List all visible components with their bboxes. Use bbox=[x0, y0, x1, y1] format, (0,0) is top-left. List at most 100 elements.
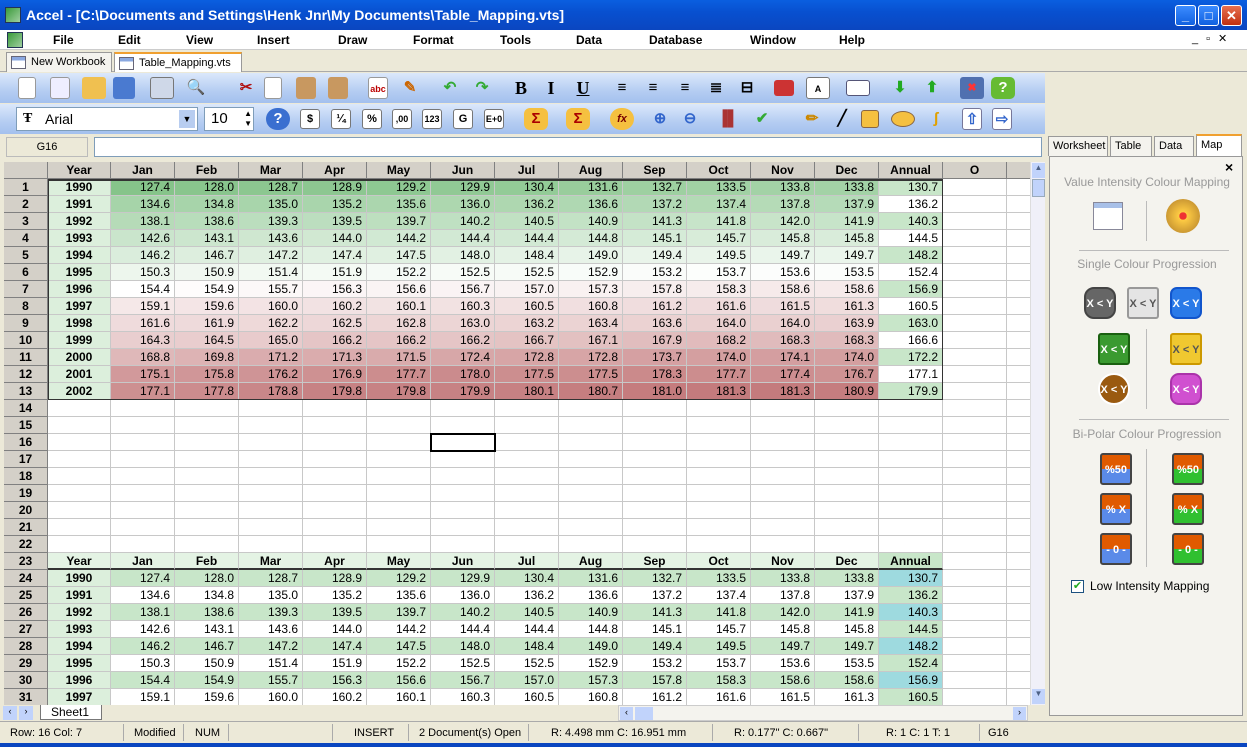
bipolar-blue-zero-button[interactable]: - 0 - bbox=[1100, 533, 1132, 565]
row-header[interactable]: 10 bbox=[4, 332, 48, 349]
value-cell[interactable]: 142.0 bbox=[751, 604, 815, 621]
copy-icon[interactable] bbox=[264, 77, 282, 99]
brown-button[interactable]: X < Y bbox=[1098, 373, 1130, 405]
value-cell[interactable]: 167.1 bbox=[559, 332, 623, 349]
year-cell[interactable]: 1997 bbox=[48, 298, 111, 315]
value-cell[interactable]: 156.6 bbox=[367, 672, 431, 689]
grid-cell[interactable] bbox=[943, 672, 1007, 689]
grid-cell[interactable] bbox=[303, 485, 367, 502]
value-cell[interactable]: 129.2 bbox=[367, 179, 431, 196]
grid-cell[interactable] bbox=[751, 400, 815, 417]
grid-cell[interactable] bbox=[879, 451, 943, 468]
grid-cell[interactable] bbox=[303, 400, 367, 417]
value-cell[interactable]: 146.7 bbox=[175, 638, 239, 655]
value-cell[interactable]: 162.5 bbox=[303, 315, 367, 332]
value-cell[interactable]: 149.7 bbox=[751, 247, 815, 264]
grid-cell[interactable] bbox=[815, 485, 879, 502]
value-cell[interactable]: 137.9 bbox=[815, 196, 879, 213]
value-cell[interactable]: 168.2 bbox=[687, 332, 751, 349]
grid-cell[interactable] bbox=[303, 519, 367, 536]
value-cell[interactable]: 160.2 bbox=[303, 689, 367, 705]
grid-cell[interactable] bbox=[1007, 281, 1030, 298]
value-cell[interactable]: 150.3 bbox=[111, 264, 175, 281]
grid-cell[interactable] bbox=[623, 485, 687, 502]
grid-cell[interactable] bbox=[623, 451, 687, 468]
grid-cell[interactable] bbox=[943, 417, 1007, 434]
grid-cell[interactable] bbox=[879, 519, 943, 536]
value-cell[interactable]: 140.5 bbox=[495, 604, 559, 621]
chart-icon[interactable]: ▐▌ bbox=[717, 110, 739, 127]
row-header[interactable]: 2 bbox=[4, 196, 48, 213]
grid-cell[interactable] bbox=[751, 451, 815, 468]
year-cell[interactable]: 1991 bbox=[48, 196, 111, 213]
value-cell[interactable]: 141.3 bbox=[623, 604, 687, 621]
align-right-icon[interactable]: ≡ bbox=[680, 79, 690, 96]
year-cell[interactable]: 1990 bbox=[48, 179, 111, 196]
grid-cell[interactable] bbox=[367, 417, 431, 434]
grid-cell[interactable] bbox=[239, 519, 303, 536]
row-header[interactable]: 19 bbox=[4, 485, 48, 502]
table2-header[interactable]: Oct bbox=[687, 553, 751, 570]
grid-cell[interactable] bbox=[815, 502, 879, 519]
value-cell[interactable]: 160.1 bbox=[367, 689, 431, 705]
sum-minus-icon[interactable]: Σ bbox=[524, 108, 548, 130]
value-cell[interactable]: 151.4 bbox=[239, 264, 303, 281]
grid-cell[interactable] bbox=[1007, 366, 1030, 383]
value-cell[interactable]: 171.3 bbox=[303, 349, 367, 366]
value-cell[interactable]: 160.5 bbox=[879, 689, 943, 705]
grid-cell[interactable] bbox=[367, 485, 431, 502]
value-cell[interactable]: 133.8 bbox=[751, 179, 815, 196]
grid-cell[interactable] bbox=[239, 400, 303, 417]
scroll-down-icon[interactable]: ▼ bbox=[1032, 689, 1045, 704]
grid-cell[interactable] bbox=[495, 468, 559, 485]
value-cell[interactable]: 181.0 bbox=[623, 383, 687, 400]
value-cell[interactable]: 142.6 bbox=[111, 230, 175, 247]
value-cell[interactable]: 177.4 bbox=[751, 366, 815, 383]
value-cell[interactable]: 164.0 bbox=[751, 315, 815, 332]
value-cell[interactable]: 159.1 bbox=[111, 689, 175, 705]
grid-cell[interactable] bbox=[559, 519, 623, 536]
grid-cell[interactable] bbox=[1007, 672, 1030, 689]
grid-cell[interactable] bbox=[175, 468, 239, 485]
table2-header[interactable]: Jun bbox=[431, 553, 495, 570]
value-cell[interactable]: 159.6 bbox=[175, 689, 239, 705]
merge-icon[interactable]: ⊟ bbox=[740, 79, 754, 96]
value-cell[interactable]: 163.6 bbox=[623, 315, 687, 332]
grid-cell[interactable] bbox=[815, 536, 879, 553]
menu-data[interactable]: Data bbox=[576, 33, 603, 47]
column-header[interactable]: Mar bbox=[239, 162, 303, 179]
value-cell[interactable]: 164.5 bbox=[175, 332, 239, 349]
value-cell[interactable]: 141.9 bbox=[815, 604, 879, 621]
grid-cell[interactable] bbox=[303, 434, 367, 451]
table2-header[interactable]: May bbox=[367, 553, 431, 570]
value-cell[interactable]: 161.3 bbox=[815, 689, 879, 705]
grid-cell[interactable] bbox=[111, 434, 175, 451]
value-cell[interactable]: 137.4 bbox=[687, 587, 751, 604]
value-cell[interactable]: 149.7 bbox=[751, 638, 815, 655]
value-cell[interactable]: 149.5 bbox=[687, 638, 751, 655]
grid-cell[interactable] bbox=[111, 502, 175, 519]
decimal-button[interactable]: ,00 bbox=[392, 109, 412, 129]
column-header[interactable]: Nov bbox=[751, 162, 815, 179]
value-cell[interactable]: 167.9 bbox=[623, 332, 687, 349]
year-cell[interactable]: 1999 bbox=[48, 332, 111, 349]
value-cell[interactable]: 130.7 bbox=[879, 570, 943, 587]
doc-tab-new-workbook[interactable]: New Workbook bbox=[6, 52, 112, 72]
row-header[interactable]: 6 bbox=[4, 264, 48, 281]
grid-cell[interactable] bbox=[431, 468, 495, 485]
value-cell[interactable]: 177.1 bbox=[111, 383, 175, 400]
table2-header[interactable]: Sep bbox=[623, 553, 687, 570]
value-cell[interactable]: 149.7 bbox=[815, 247, 879, 264]
ellipse-icon[interactable] bbox=[891, 111, 915, 127]
zoom-in-icon[interactable]: ⊕ bbox=[653, 110, 667, 127]
value-cell[interactable]: 135.0 bbox=[239, 587, 303, 604]
grid-cell[interactable] bbox=[687, 519, 751, 536]
value-cell[interactable]: 163.0 bbox=[879, 315, 943, 332]
grid-cell[interactable] bbox=[879, 502, 943, 519]
row-header[interactable]: 18 bbox=[4, 468, 48, 485]
value-cell[interactable]: 130.7 bbox=[879, 179, 943, 196]
grid-cell[interactable] bbox=[943, 604, 1007, 621]
cut-icon[interactable]: ✂ bbox=[239, 79, 253, 96]
grid-cell[interactable] bbox=[367, 451, 431, 468]
year-cell[interactable]: 1995 bbox=[48, 655, 111, 672]
